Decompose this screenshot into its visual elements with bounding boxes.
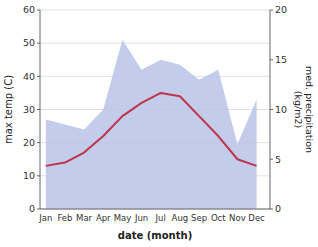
y-tick <box>37 43 40 44</box>
y2-tick <box>270 209 273 210</box>
y2-tick <box>270 10 273 11</box>
y-tick <box>37 109 40 110</box>
y2-tick <box>270 109 273 110</box>
y-tick-label: 30 <box>23 104 35 115</box>
x-tick-label: Oct <box>211 213 226 223</box>
x-axis-label: date (month) <box>118 230 192 241</box>
y-tick-label: 10 <box>23 170 35 181</box>
y2-tick-label: 5 <box>275 154 281 165</box>
grid-line <box>40 209 270 210</box>
y2-axis-label-line: med. precipitation <box>304 66 315 153</box>
plot-area <box>46 40 257 209</box>
precipitation-area <box>46 40 257 209</box>
y2-tick <box>270 59 273 60</box>
chart: 0 10 20 30 40 50 60 0 5 10 15 20 Jan Feb MarAprMayJun J… <box>0 0 318 247</box>
x-tick-label: Jun <box>134 213 148 223</box>
y-tick-label: 0 <box>29 203 35 214</box>
y2-axis-label-line: (kg/m2) <box>293 91 304 128</box>
y2-tick-label: 10 <box>275 104 287 115</box>
y-tick <box>37 175 40 176</box>
y2-tick <box>270 159 273 160</box>
x-tick-label: Nov <box>229 213 246 223</box>
x-tick-label: Jul <box>155 213 166 223</box>
y-tick-label: 20 <box>23 137 35 148</box>
y-tick <box>37 209 40 210</box>
y-tick <box>37 76 40 77</box>
grid-line <box>40 10 270 11</box>
x-tick-label: May <box>114 213 132 223</box>
y2-tick-label: 15 <box>275 54 287 65</box>
x-axis-line <box>40 209 270 210</box>
y2-tick-label: 20 <box>275 4 287 15</box>
x-tick-label: Mar <box>76 213 93 223</box>
y-tick <box>37 10 40 11</box>
y2-tick-label: 0 <box>275 203 281 214</box>
grid-line <box>40 43 270 44</box>
x-tick-label: Aug <box>172 213 189 223</box>
x-tick-label: Sep <box>191 213 207 223</box>
y-tick-label: 60 <box>23 4 35 15</box>
x-tick-label: Feb <box>57 213 72 223</box>
y-tick-label: 50 <box>23 37 35 48</box>
x-tick-label: Jan <box>38 213 52 223</box>
y2-axis-label: med. precipitation(kg/m2) <box>293 66 315 153</box>
y-axis-label: max temp (C) <box>3 75 14 144</box>
y-tick-label: 40 <box>23 71 35 82</box>
temperature-line <box>46 93 257 166</box>
x-tick-label: Apr <box>96 213 111 223</box>
y-tick <box>37 142 40 143</box>
x-tick-label: Dec <box>248 213 265 223</box>
